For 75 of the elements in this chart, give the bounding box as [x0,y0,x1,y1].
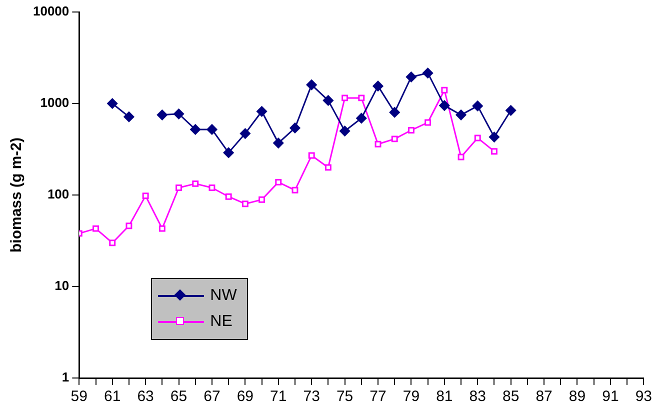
legend-label: NW [210,287,237,305]
point [356,112,367,124]
legend-label: NE [210,313,232,331]
point [208,184,216,191]
x-tick-label: 59 [70,388,88,406]
point [290,122,300,134]
point [176,184,182,191]
point [408,127,414,134]
x-tick-label: 71 [270,388,287,406]
y-tick-label: 1 [62,370,70,385]
x-tick-label: 93 [635,388,652,406]
y-tick-label: 1000 [40,95,70,110]
point [342,94,348,102]
x-tick-label: 75 [336,388,354,406]
point [488,132,500,142]
point [441,86,448,94]
point [223,147,234,158]
x-tick-label: 61 [104,388,121,406]
point [192,180,199,187]
point [358,94,365,102]
point [306,80,317,90]
point [225,193,232,200]
point [142,192,149,200]
point [372,80,384,92]
point [322,95,334,106]
point [275,178,282,186]
point [324,164,332,171]
point [258,196,266,203]
point [391,136,398,142]
x-tick-label: 67 [204,388,220,406]
point [374,140,382,148]
x-tick-label: 63 [137,388,154,406]
point [439,100,450,111]
y-tick-label: 10 [54,278,70,294]
point [242,200,248,208]
x-tick-label: 79 [402,388,420,406]
point [422,68,434,78]
y-tick-label: 10000 [32,4,70,19]
y-axis-title: biomass (g m-2) [8,137,26,253]
point [406,72,416,82]
point [273,138,284,148]
x-tick-label: 73 [303,388,320,406]
point [506,105,516,116]
x-tick-label: 65 [170,388,188,406]
point [491,148,498,155]
point [389,107,400,118]
point [474,134,481,142]
point [174,108,184,120]
point [124,112,134,122]
x-tick-label: 85 [502,388,520,406]
point [340,126,350,136]
point [472,100,483,112]
point [109,240,116,246]
x-tick-label: 83 [469,388,486,406]
point [240,128,250,139]
point [256,106,268,117]
point [158,225,166,232]
x-tick-label: 89 [568,388,586,406]
point [126,222,132,230]
x-tick-label: 69 [236,388,254,406]
point [206,124,218,135]
x-tick-label: 91 [602,388,619,406]
point [308,152,315,159]
point [458,154,464,160]
y-tick-label: 100 [47,186,70,202]
x-tick-label: 81 [436,388,453,406]
point [92,225,99,232]
point [456,110,466,120]
point [107,98,118,109]
point [424,119,432,126]
x-tick-label: 87 [536,388,552,406]
x-tick-label: 77 [370,388,386,406]
point [190,124,201,135]
point [156,110,168,120]
point [292,186,298,194]
